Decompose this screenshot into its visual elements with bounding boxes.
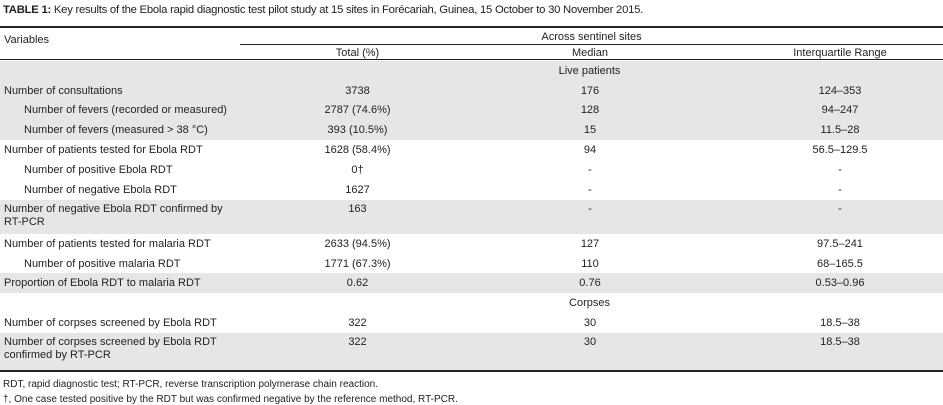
median-value: -	[588, 164, 592, 176]
variable-label: Number of negative Ebola RDT	[24, 184, 177, 196]
total-value: 163	[348, 203, 367, 215]
median-value: 128	[580, 104, 600, 116]
variable-label: Number of positive Ebola RDT	[24, 164, 173, 176]
variable-label: Number of fevers (measured > 38 °C)	[24, 124, 208, 136]
iqr-value: 0.53–0.96	[815, 277, 865, 289]
variable-label: Number of patients tested for malaria RD…	[4, 238, 211, 250]
table-row: Number of consultations 3738 176 124–353	[0, 81, 943, 100]
section-row-corpses: Corpses	[0, 293, 943, 313]
footnote: †, One case tested positive by the RDT b…	[3, 394, 458, 405]
total-value: 2633 (94.5%)	[324, 238, 391, 250]
top-rule	[0, 26, 943, 28]
section-label: Corpses	[569, 297, 610, 309]
total-value: 322	[348, 317, 367, 329]
variable-label: Number of negative Ebola RDT confirmed b…	[4, 203, 223, 228]
group-rule	[240, 44, 943, 45]
median-value: -	[588, 203, 592, 215]
table-row: Number of fevers (measured > 38 °C) 393 …	[0, 120, 943, 140]
iqr-value: -	[838, 203, 842, 215]
iqr-value: 18.5–38	[820, 317, 860, 329]
variable-label: Proportion of Ebola RDT to malaria RDT	[4, 277, 201, 289]
variable-label: Number of positive malaria RDT	[24, 258, 181, 270]
table-row: Number of positive malaria RDT 1771 (67.…	[0, 254, 943, 273]
table-row: Number of patients tested for malaria RD…	[0, 234, 943, 254]
section-row-live: Live patients	[0, 61, 943, 81]
median-value: -	[588, 184, 592, 196]
median-value: 30	[583, 317, 597, 329]
table-row: Number of positive Ebola RDT 0† - -	[0, 160, 943, 180]
total-value: 1628 (58.4%)	[324, 144, 391, 156]
variable-label: Number of corpses screened by Ebola RDT	[4, 317, 217, 329]
iqr-value: 11.5–28	[820, 124, 860, 136]
median-value: 0.76	[579, 277, 601, 289]
header-rule	[0, 59, 943, 60]
header-total: Total (%)	[335, 47, 380, 59]
section-label: Live patients	[558, 65, 621, 77]
variable-label: Number of patients tested for Ebola RDT	[4, 144, 203, 156]
table-row: Number of patients tested for Ebola RDT …	[0, 140, 943, 160]
table-row: Number of negative Ebola RDT 1627 - -	[0, 180, 943, 200]
median-value: 30	[583, 336, 597, 348]
footnote: RDT, rapid diagnostic test; RT-PCR, reve…	[3, 379, 378, 390]
table-row: Number of fevers (recorded or measured) …	[0, 100, 943, 120]
total-value: 2787 (74.6%)	[324, 104, 391, 116]
header-group: Across sentinel sites	[541, 31, 642, 43]
median-value: 110	[581, 258, 599, 270]
table-row: Proportion of Ebola RDT to malaria RDT 0…	[0, 273, 943, 293]
iqr-value: 68–165.5	[817, 258, 863, 270]
table-row: Number of corpses screened by Ebola RDT …	[0, 333, 943, 370]
table-row: Number of negative Ebola RDT confirmed b…	[0, 200, 943, 234]
iqr-value: 97.5–241	[817, 238, 863, 250]
iqr-value: 124–353	[818, 85, 862, 97]
total-value: 1627	[345, 184, 370, 196]
total-value: 393 (10.5%)	[327, 124, 388, 136]
median-value: 127	[580, 238, 600, 250]
total-value: 1771 (67.3%)	[324, 258, 391, 270]
median-value: 94	[583, 144, 597, 156]
median-value: 176	[580, 85, 600, 97]
variable-label: Number of consultations	[4, 85, 123, 97]
total-value: 0†	[351, 164, 364, 176]
total-value: 322	[348, 336, 367, 348]
iqr-value: -	[838, 164, 842, 176]
iqr-value: 94–247	[821, 104, 859, 116]
iqr-value: 18.5–38	[820, 336, 860, 348]
iqr-value: 56.5–129.5	[812, 144, 868, 156]
header-median: Median	[571, 47, 609, 59]
table-caption: TABLE 1: Key results of the Ebola rapid …	[3, 4, 644, 16]
total-value: 3738	[345, 85, 370, 97]
median-value: 15	[583, 124, 597, 136]
variable-label: Number of fevers (recorded or measured)	[24, 104, 227, 116]
total-value: 0.62	[346, 277, 369, 289]
header-variables: Variables	[4, 34, 50, 46]
table-row: Number of corpses screened by Ebola RDT …	[0, 313, 943, 333]
variable-label: Number of corpses screened by Ebola RDT …	[4, 336, 217, 361]
iqr-value: -	[838, 184, 842, 196]
bottom-rule	[0, 370, 943, 372]
header-iqr: Interquartile Range	[793, 47, 887, 59]
